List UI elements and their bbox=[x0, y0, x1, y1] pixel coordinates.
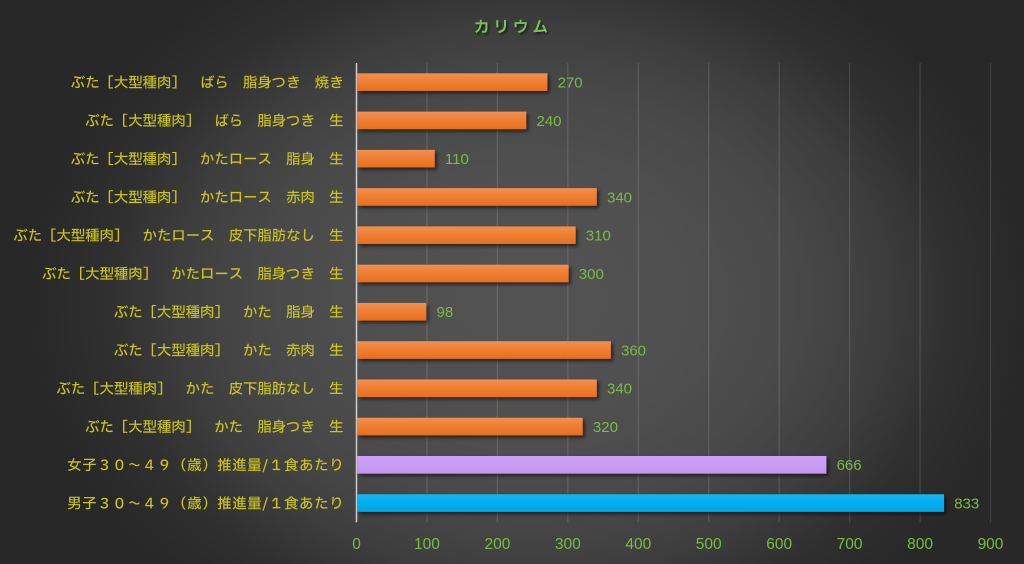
svg-text:300: 300 bbox=[579, 266, 604, 283]
svg-text:98: 98 bbox=[437, 304, 454, 321]
svg-text:0: 0 bbox=[352, 536, 361, 553]
svg-text:270: 270 bbox=[558, 75, 583, 92]
svg-text:340: 340 bbox=[607, 381, 632, 398]
svg-text:100: 100 bbox=[414, 536, 440, 553]
svg-text:833: 833 bbox=[954, 496, 979, 513]
svg-text:900: 900 bbox=[978, 536, 1004, 553]
svg-text:240: 240 bbox=[537, 113, 562, 130]
svg-text:800: 800 bbox=[907, 536, 933, 553]
svg-text:340: 340 bbox=[607, 189, 632, 206]
svg-text:500: 500 bbox=[696, 536, 722, 553]
svg-text:300: 300 bbox=[555, 536, 581, 553]
svg-text:666: 666 bbox=[837, 457, 862, 474]
svg-text:360: 360 bbox=[621, 342, 646, 359]
svg-text:200: 200 bbox=[484, 536, 510, 553]
svg-text:310: 310 bbox=[586, 228, 611, 245]
svg-text:700: 700 bbox=[837, 536, 863, 553]
svg-text:110: 110 bbox=[445, 151, 469, 168]
svg-text:400: 400 bbox=[625, 536, 651, 553]
svg-text:600: 600 bbox=[766, 536, 792, 553]
svg-text:320: 320 bbox=[593, 419, 618, 436]
